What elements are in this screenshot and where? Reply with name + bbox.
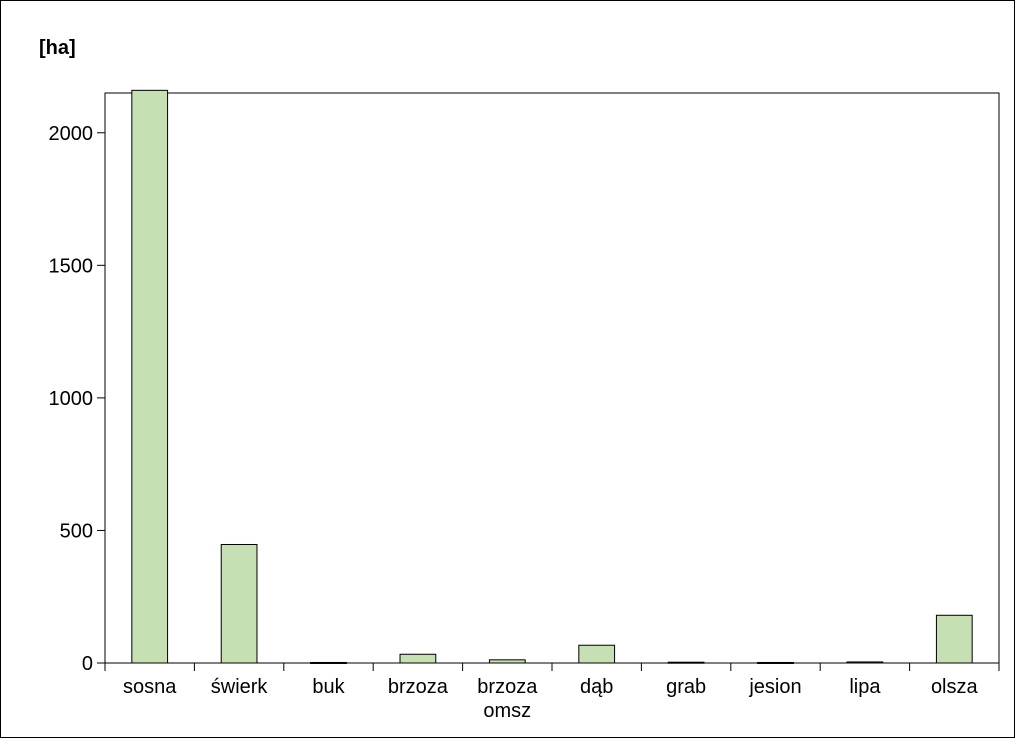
x-tick-label-line: sosna (123, 676, 177, 698)
bar (757, 661, 794, 664)
bar (846, 661, 884, 664)
bar (578, 644, 616, 664)
x-tick-label: lipa (849, 676, 881, 698)
x-tick-label-line: dąb (580, 676, 613, 698)
x-tick-label: olsza (931, 676, 979, 698)
bars-group (131, 89, 973, 664)
x-tick-label: świerk (211, 676, 269, 698)
bar (399, 653, 437, 664)
y-unit-label: [ha] (39, 37, 76, 59)
bar (310, 661, 347, 664)
x-tick-label: grab (666, 676, 706, 698)
x-tick-label: dąb (580, 676, 613, 698)
x-tick-label-line: jesion (748, 676, 801, 698)
y-axis: 0 500 1000 1500 2000 (49, 123, 105, 675)
x-tick-label: brzoza omsz (477, 676, 538, 722)
x-tick-label-line: świerk (211, 676, 269, 698)
x-tick-label: brzoza (388, 676, 449, 698)
bar (220, 543, 258, 664)
x-tick-label-line: olsza (931, 676, 979, 698)
x-tick-label-line: omsz (483, 700, 531, 722)
y-tick-label: 1000 (49, 388, 94, 410)
bar (131, 89, 169, 664)
x-tick-label-line: brzoza (388, 676, 449, 698)
x-axis (104, 663, 1000, 671)
x-tick-label: jesion (748, 676, 801, 698)
x-tick-label: buk (312, 676, 345, 698)
x-tick-label-line: buk (312, 676, 345, 698)
bar (667, 661, 705, 664)
y-tick-label: 500 (60, 520, 93, 542)
y-tick-label: 2000 (49, 123, 94, 145)
y-tick-label: 1500 (49, 255, 94, 277)
bar (935, 614, 973, 664)
x-tick-label-line: brzoza (477, 676, 538, 698)
y-tick-label: 0 (82, 653, 93, 675)
bar (488, 659, 526, 664)
x-tick-label-line: lipa (849, 676, 881, 698)
x-tick-label: sosna (123, 676, 177, 698)
x-tick-label-line: grab (666, 676, 706, 698)
